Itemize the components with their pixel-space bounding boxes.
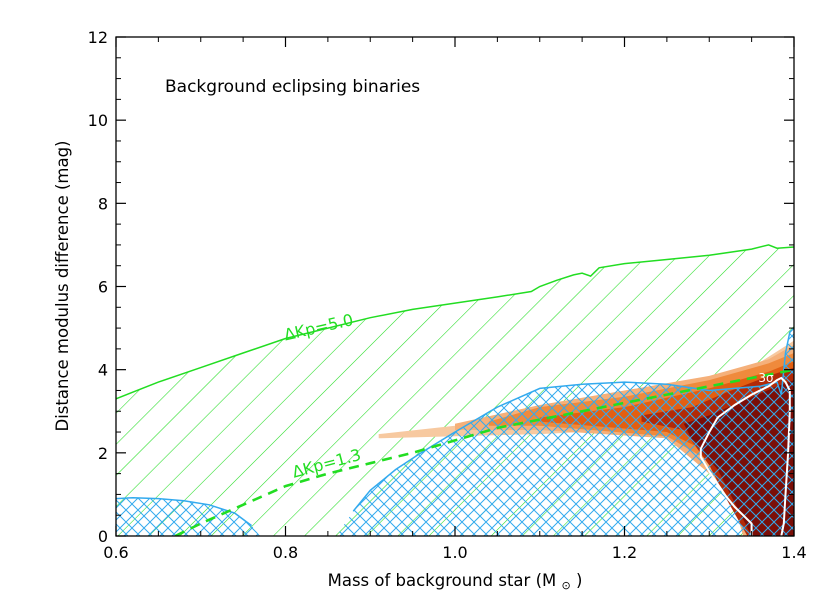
y-tick-label: 2 [98, 444, 108, 463]
x-axis-label-symbol: ⊙ [562, 579, 571, 592]
contour-3sigma [699, 376, 791, 536]
y-tick-label: 0 [98, 527, 108, 546]
x-axis-label-text: Mass of background star (M [328, 571, 557, 590]
y-axis-label: Distance modulus difference (mag) [53, 141, 72, 432]
axis-ticks [115, 36, 795, 537]
y-tick-label: 4 [98, 361, 108, 380]
blue-hatched-regions [116, 327, 794, 536]
y-tick-label: 6 [98, 278, 108, 297]
x-axis-label-close: ) [576, 571, 582, 590]
blue-hatch-fill-2 [336, 328, 794, 536]
deltakp-1.3-curve [174, 368, 794, 536]
plot-area [116, 244, 794, 536]
axis-tick-labels: 0.6 0.8 1.0 1.2 1.4 0 2 4 6 8 10 12 [88, 28, 807, 562]
annotation: Background eclipsing binaries [165, 77, 420, 97]
blue-boundary-2 [352, 327, 794, 512]
blue-boundary-1 [116, 496, 253, 527]
x-tick-label: 1.0 [442, 543, 467, 562]
x-axis-label: Mass of background star (M ⊙ ) [328, 571, 583, 593]
y-tick-label: 12 [88, 28, 108, 47]
x-tick-label: 0.8 [273, 543, 298, 562]
curves [174, 368, 794, 536]
blue-hatch-fill-1 [116, 497, 261, 536]
x-tick-label: 1.2 [612, 543, 637, 562]
x-tick-label: 1.4 [781, 543, 806, 562]
y-tick-label: 8 [98, 194, 108, 213]
contour-3sigma-label: 3σ [758, 371, 774, 385]
deltakp-5-curve [116, 244, 794, 400]
x-tick-label: 0.6 [103, 543, 128, 562]
y-tick-label: 10 [88, 111, 108, 130]
